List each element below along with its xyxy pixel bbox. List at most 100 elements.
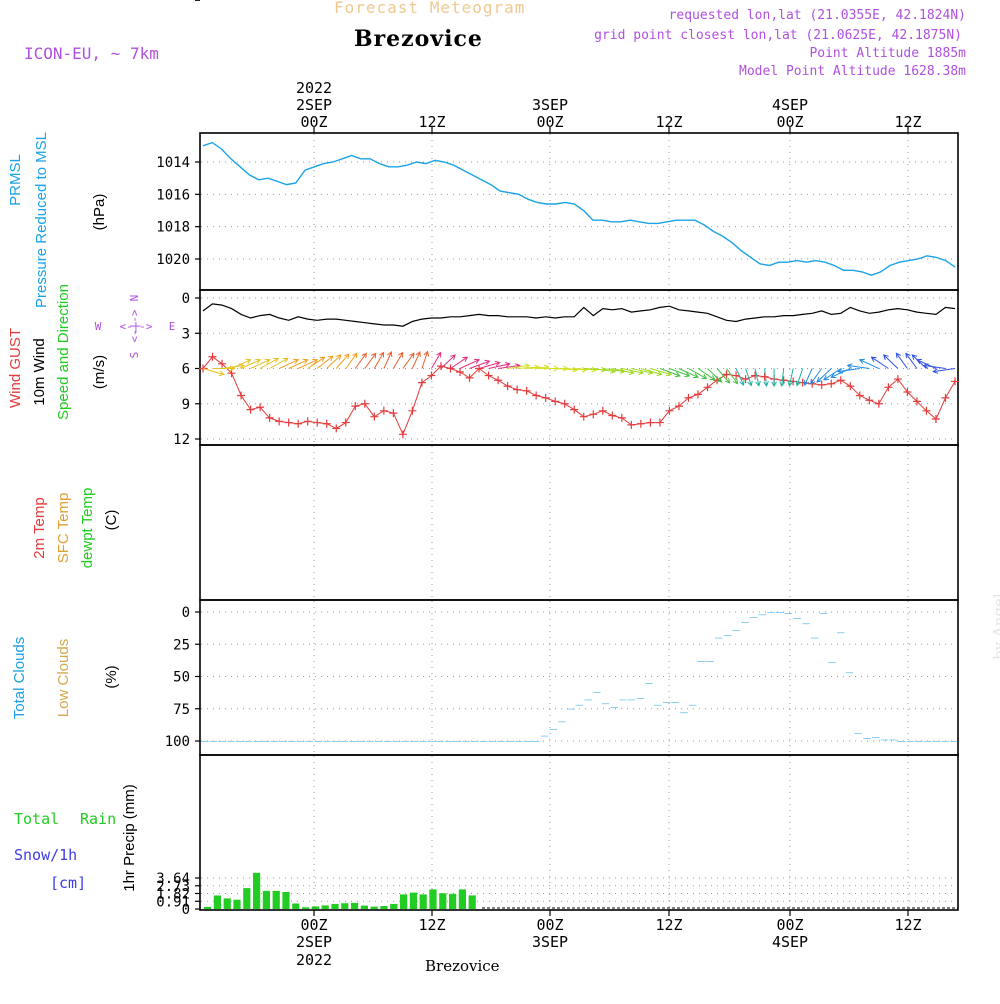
total-cloud-bar-35 xyxy=(505,741,514,742)
ytick-label-1-1: 1016 xyxy=(156,187,190,203)
wind-arrow-57 xyxy=(745,368,753,387)
gust-marker-19 xyxy=(379,406,388,415)
gust-marker-69 xyxy=(855,391,864,400)
gust-marker-68 xyxy=(846,382,855,391)
total-cloud-bar-43 xyxy=(575,704,584,706)
total-cloud-bar-60 xyxy=(723,635,732,636)
precip-total-label: Total xyxy=(14,810,59,828)
gust-marker-71 xyxy=(874,399,883,408)
precip-bar-27 xyxy=(468,895,476,909)
wind-arrow-76 xyxy=(911,354,927,369)
gust-marker-55 xyxy=(722,370,731,379)
gust-marker-47 xyxy=(646,418,655,427)
gust-marker-6 xyxy=(256,403,265,412)
gust-marker-10 xyxy=(294,419,303,428)
gust-marker-33 xyxy=(513,385,522,394)
precip-bar-9 xyxy=(292,903,300,909)
wind-line xyxy=(202,303,956,327)
gust-marker-18 xyxy=(370,412,379,421)
footer-location: Brezovice xyxy=(425,957,500,975)
total-cloud-bar-56 xyxy=(688,704,697,706)
gust-marker-14 xyxy=(332,424,341,433)
compass-we-arrow: <-|-> xyxy=(119,320,152,333)
ytick-label-5-0: 0 xyxy=(182,902,190,918)
gust-marker-58 xyxy=(751,371,760,380)
precip-bar-6 xyxy=(262,890,270,909)
total-cloud-bar-48 xyxy=(619,699,627,701)
total-cloud-bar-39 xyxy=(540,735,549,737)
total-cloud-bar-46 xyxy=(601,703,610,705)
gust-marker-36 xyxy=(541,393,550,402)
gust-marker-66 xyxy=(827,379,836,388)
wind-arrow-55 xyxy=(726,368,739,385)
gust-marker-11 xyxy=(303,417,312,426)
total-cloud-bar-41 xyxy=(558,721,566,723)
precip-bar-7 xyxy=(272,890,280,909)
gust-marker-44 xyxy=(617,413,626,422)
gust-marker-76 xyxy=(922,406,931,415)
xtick-top-label-5: 12Z xyxy=(894,113,921,131)
total-cloud-bar-85 xyxy=(941,741,950,742)
total-cloud-bar-78 xyxy=(880,739,889,741)
gust-marker-31 xyxy=(494,376,503,385)
gust-marker-45 xyxy=(627,420,636,429)
wind-arrow-62 xyxy=(787,368,794,387)
gust-marker-24 xyxy=(427,371,436,380)
precip-bar-15 xyxy=(351,902,359,909)
wind-arrow-74 xyxy=(895,352,908,369)
gust-marker-74 xyxy=(903,388,912,396)
wind-arrow-19 xyxy=(383,351,393,369)
wind-arrow-67 xyxy=(823,368,842,381)
precip-bar-20 xyxy=(400,894,408,909)
gust-marker-34 xyxy=(522,386,531,395)
total-cloud-bar-25 xyxy=(418,741,427,742)
wind-arrow-51 xyxy=(688,368,708,380)
ytick-label-3-2: 12 xyxy=(173,0,190,4)
total-cloud-bar-5 xyxy=(244,741,253,742)
wind-arrow-63 xyxy=(795,368,804,387)
total-cloud-bar-67 xyxy=(784,613,793,614)
total-cloud-bar-79 xyxy=(889,739,897,741)
total-cloud-bar-73 xyxy=(837,632,845,634)
wind-arrow-49 xyxy=(669,368,691,378)
precip-bar-21 xyxy=(409,892,417,909)
compass-n: N xyxy=(128,295,141,302)
gust-marker-65 xyxy=(817,380,826,389)
gust-marker-53 xyxy=(703,383,712,392)
wind-arrow-14 xyxy=(335,353,350,369)
total-cloud-bar-47 xyxy=(610,707,618,708)
gust-marker-49 xyxy=(665,406,674,415)
total-cloud-bar-27 xyxy=(436,741,444,742)
total-cloud-bar-51 xyxy=(645,683,653,684)
total-cloud-bar-76 xyxy=(863,738,871,739)
wind-10m-label: 10m Wind xyxy=(31,338,48,406)
total-cloud-bar-59 xyxy=(715,637,723,639)
wind-arrow-15 xyxy=(345,352,358,369)
gust-marker-12 xyxy=(313,418,322,427)
gust-marker-42 xyxy=(598,406,607,415)
wind-arrow-12 xyxy=(316,355,334,369)
temp-2m-label: 2m Temp xyxy=(31,497,48,558)
ytick-label-4-2: 50 xyxy=(173,670,190,686)
location-title: Brezovice xyxy=(354,26,483,52)
date-top-2: 4SEP xyxy=(772,96,808,114)
precip-snow-unit: [cm] xyxy=(50,874,86,892)
wind-arrow-39 xyxy=(574,366,598,373)
panel-frame-4 xyxy=(199,599,959,756)
wind-arrow-26 xyxy=(450,356,469,369)
total-cloud-bar-70 xyxy=(810,637,819,639)
gust-marker-51 xyxy=(684,393,693,402)
precip-bar-2 xyxy=(223,898,231,909)
total-cloud-bar-21 xyxy=(384,741,392,742)
gust-marker-40 xyxy=(579,412,588,421)
precip-bar-19 xyxy=(390,903,398,909)
total-cloud-bar-22 xyxy=(392,741,401,742)
total-cloud-bar-18 xyxy=(357,741,366,742)
total-cloud-bar-4 xyxy=(235,741,244,742)
ytick-label-4-3: 75 xyxy=(173,702,190,718)
wind-arrow-72 xyxy=(870,356,889,369)
wind-unit: (m/s) xyxy=(91,355,108,389)
wind-arrow-46 xyxy=(640,368,663,377)
